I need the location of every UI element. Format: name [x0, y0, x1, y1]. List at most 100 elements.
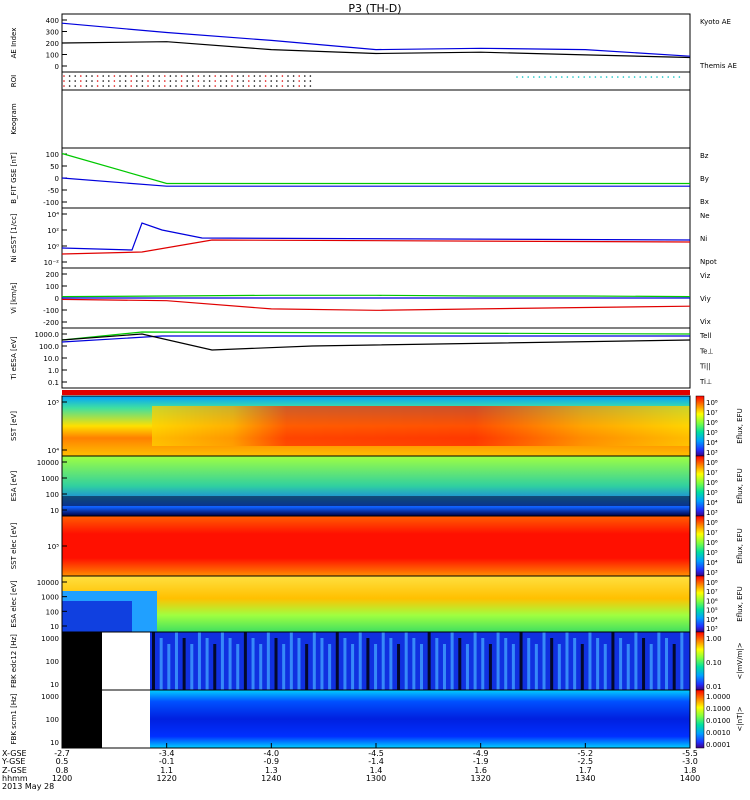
cbar-tick-fbk_b: 1.00	[706, 635, 722, 643]
roi-dot	[544, 76, 546, 78]
roi-dot	[667, 76, 669, 78]
cbar-tick-esa_e: 10⁴	[706, 616, 718, 624]
footer-x-value: -4.5	[368, 749, 384, 758]
panel-esa_e: ESA elec [eV] 1000010001001010⁸10⁷10⁶10⁵1…	[10, 575, 744, 633]
roi-dot	[214, 80, 216, 82]
ylabel-ni: Ni eSST [1/cc]	[10, 213, 18, 262]
roi-dot	[611, 76, 613, 78]
roi-dot	[276, 75, 278, 77]
ytick-fbk_b: 1000	[41, 635, 59, 643]
footer-column: -5.2 -2.5 1.7 1340	[565, 749, 605, 783]
ytick-esa_e: 10000	[37, 579, 59, 587]
ytick-bfit: 50	[50, 163, 59, 171]
roi-dot	[186, 80, 188, 82]
ytick-vi: -100	[43, 307, 59, 315]
legend-bfit: Bz	[700, 152, 709, 160]
cbar-label-esa_i: Eflux, EFU	[736, 468, 744, 503]
roi-dot	[281, 85, 284, 87]
roi-dot	[197, 85, 200, 87]
footer-t-value: 1340	[575, 773, 596, 783]
roi-dot	[225, 75, 228, 77]
roi-dot	[292, 85, 295, 87]
cbar-tick-sst_i: 10⁷	[706, 409, 718, 417]
roi-dot	[113, 75, 116, 77]
roi-dot	[304, 75, 306, 77]
roi-dot	[130, 80, 132, 82]
roi-dot	[214, 75, 216, 77]
roi-dot	[276, 80, 278, 82]
series-bx	[61, 177, 690, 187]
roi-dot	[80, 75, 82, 77]
footer-x-label: X-GSE	[2, 749, 27, 758]
ytick-fbk_s: 1000	[41, 693, 59, 701]
ytick-bfit: 100	[46, 151, 59, 159]
roi-dot	[236, 75, 239, 77]
roi-dot	[180, 75, 183, 77]
roi-dot	[628, 76, 630, 78]
ytick-bfit: -100	[43, 199, 59, 207]
roi-dot	[309, 85, 312, 87]
cbar-label-fbk_b: <|mV/m|>	[736, 642, 744, 679]
roi-dot	[91, 75, 93, 77]
roi-dot	[561, 76, 563, 78]
roi-dot	[236, 80, 239, 82]
footer-labels: X-GSE Y-GSE Z-GSE hhmm 2013 May 28	[2, 749, 54, 791]
panel-keogram: Keogram	[10, 89, 691, 149]
footer-x-value: -5.5	[682, 749, 698, 758]
ytick-fbk_s: 10	[50, 739, 59, 747]
footer-x-value: -5.2	[577, 749, 594, 758]
cbar-tick-sst_e: 10³	[706, 569, 718, 577]
ytick-ti: 10.0	[43, 355, 59, 363]
roi-dot	[292, 80, 295, 82]
legend-ni: Ne	[700, 212, 710, 220]
footer-y-value: -3.0	[682, 757, 698, 767]
footer-hhmm-label: hhmm	[2, 773, 28, 783]
ylabel-fbk_s: FBK scm1 [Hz]	[10, 693, 18, 744]
roi-dot	[85, 75, 88, 77]
roi-dot	[108, 80, 110, 82]
footer-z-value: 1.3	[264, 765, 278, 775]
roi-dot	[180, 85, 183, 87]
ytick-bfit: -50	[48, 187, 59, 195]
roi-dot	[259, 80, 261, 82]
ytick-esa_i: 10000	[37, 459, 59, 467]
roi-dot	[264, 85, 267, 87]
roi-dot	[220, 75, 222, 77]
legend-bfit: Bx	[700, 198, 709, 206]
roi-dot	[309, 80, 312, 82]
roi-dot	[158, 80, 160, 82]
roi-dot	[169, 75, 172, 77]
roi-dot	[119, 80, 121, 82]
roi-dot	[231, 80, 233, 82]
roi-dot	[248, 75, 250, 77]
roi-dot	[304, 85, 306, 87]
ytick-vi: -200	[43, 319, 59, 327]
cbar-tick-fbk_s: 1.0000	[706, 693, 731, 701]
roi-dot	[175, 75, 177, 77]
series-kyoto-ae	[61, 22, 691, 57]
ytick-vi: 100	[46, 283, 59, 291]
ytick-fbk_s: 100	[46, 716, 59, 724]
footer-z-label: Z-GSE	[2, 765, 27, 775]
panel-ae: AE Index 400 300 200 100 0 Kyoto AE Themis AE	[10, 13, 737, 73]
roi-dot	[175, 85, 177, 87]
ytick-sst_e: 10⁵	[47, 543, 59, 551]
roi-dot	[521, 76, 524, 78]
cbar-tick-esa_i: 10⁴	[706, 499, 718, 507]
cbar-label-fbk_s: <|nT|>	[736, 706, 744, 731]
cbar-tick-fbk_s: 0.1000	[706, 705, 731, 713]
roi-dot	[225, 85, 228, 87]
roi-dot	[102, 85, 104, 87]
roi-dot	[147, 80, 149, 82]
series-ti-perp	[61, 335, 690, 343]
roi-dot	[141, 85, 144, 87]
cbar-tick-fbk_s: 0.0010	[706, 729, 731, 737]
ylabel-esa_i: ESA [eV]	[10, 470, 18, 501]
roi-dot	[74, 75, 76, 77]
roi-dot	[130, 85, 132, 87]
cbar-tick-esa_i: 10⁵	[706, 489, 718, 497]
cbar-label-esa_e: Eflux, EFU	[736, 586, 744, 621]
footer-column: -4.5 -1.4 1.4 1300	[356, 749, 396, 783]
roi-dot	[287, 85, 289, 87]
